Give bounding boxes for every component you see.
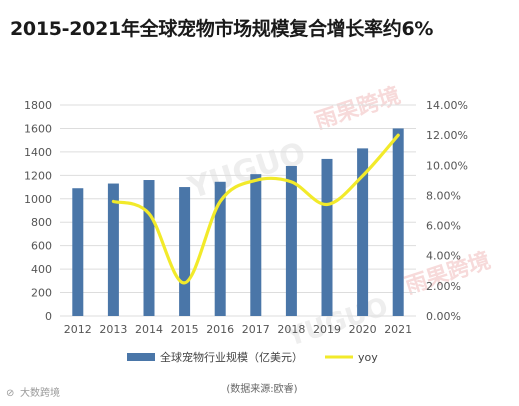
source-note: (数据来源:欧睿) bbox=[226, 382, 297, 395]
y2-tick-label: 2.00% bbox=[426, 280, 461, 293]
y-tick-label: 400 bbox=[31, 263, 52, 276]
corner-logo-text: 大数跨境 bbox=[20, 386, 60, 399]
bar bbox=[143, 180, 155, 316]
y2-tick-label: 12.00% bbox=[426, 129, 468, 142]
x-tick-label: 2016 bbox=[206, 323, 234, 336]
y-tick-label: 1000 bbox=[24, 193, 52, 206]
x-tick-label: 2012 bbox=[64, 323, 92, 336]
x-axis: 2012 2013 2014 2015 2016 2017 2018 2019 2020 2021 bbox=[64, 323, 412, 336]
y-tick-label: 1400 bbox=[24, 146, 52, 159]
chart-title: 2015-2021年全球宠物市场规模复合增长率约6% bbox=[10, 18, 434, 40]
y-tick-label: 1600 bbox=[24, 122, 52, 135]
line-series bbox=[111, 133, 400, 285]
x-tick-label: 2021 bbox=[384, 323, 412, 336]
bar bbox=[72, 188, 84, 316]
y2-tick-label: 6.00% bbox=[426, 220, 461, 233]
bar bbox=[392, 128, 404, 316]
y-axis-left: 0 200 400 600 800 1000 1200 1400 1600 1800 bbox=[24, 99, 52, 323]
y-axis-right: 0.00% 2.00% 4.00% 6.00% 8.00% 10.00% 12.00% 14.… bbox=[426, 99, 468, 323]
y2-tick-label: 10.00% bbox=[426, 159, 468, 172]
x-tick-label: 2017 bbox=[242, 323, 270, 336]
y2-tick-label: 0.00% bbox=[426, 310, 461, 323]
x-tick-label: 2013 bbox=[99, 323, 127, 336]
y2-tick-label: 14.00% bbox=[426, 99, 468, 112]
x-tick-label: 2015 bbox=[171, 323, 199, 336]
bar bbox=[285, 165, 297, 316]
yoy-line bbox=[111, 133, 400, 285]
y2-tick-label: 4.00% bbox=[426, 250, 461, 263]
x-tick-label: 2020 bbox=[349, 323, 377, 336]
y-tick-label: 600 bbox=[31, 240, 52, 253]
legend-swatch-bar bbox=[127, 353, 155, 361]
corner-logo: ⊘ 大数跨境 bbox=[6, 386, 60, 399]
bar bbox=[214, 181, 226, 316]
bar bbox=[321, 158, 333, 316]
y-tick-label: 200 bbox=[31, 287, 52, 300]
y-tick-label: 800 bbox=[31, 216, 52, 229]
watermark-cn: 雨果跨境 bbox=[312, 82, 404, 134]
y-tick-label: 1200 bbox=[24, 169, 52, 182]
legend: 全球宠物行业规模（亿美元） yoy bbox=[127, 350, 378, 364]
legend-label-bar: 全球宠物行业规模（亿美元） bbox=[160, 350, 303, 364]
y2-tick-label: 8.00% bbox=[426, 189, 461, 202]
y-tick-label: 1800 bbox=[24, 99, 52, 112]
corner-logo-icon: ⊘ bbox=[6, 388, 14, 399]
bar bbox=[357, 148, 369, 316]
bar bbox=[107, 183, 119, 316]
x-tick-label: 2014 bbox=[135, 323, 163, 336]
y-tick-label: 0 bbox=[45, 310, 52, 323]
legend-label-line: yoy bbox=[358, 351, 378, 364]
x-tick-label: 2019 bbox=[313, 323, 341, 336]
bar-series bbox=[72, 128, 404, 316]
x-tick-label: 2018 bbox=[277, 323, 305, 336]
bar bbox=[179, 187, 191, 316]
bar bbox=[250, 174, 262, 316]
gridlines bbox=[60, 104, 416, 317]
